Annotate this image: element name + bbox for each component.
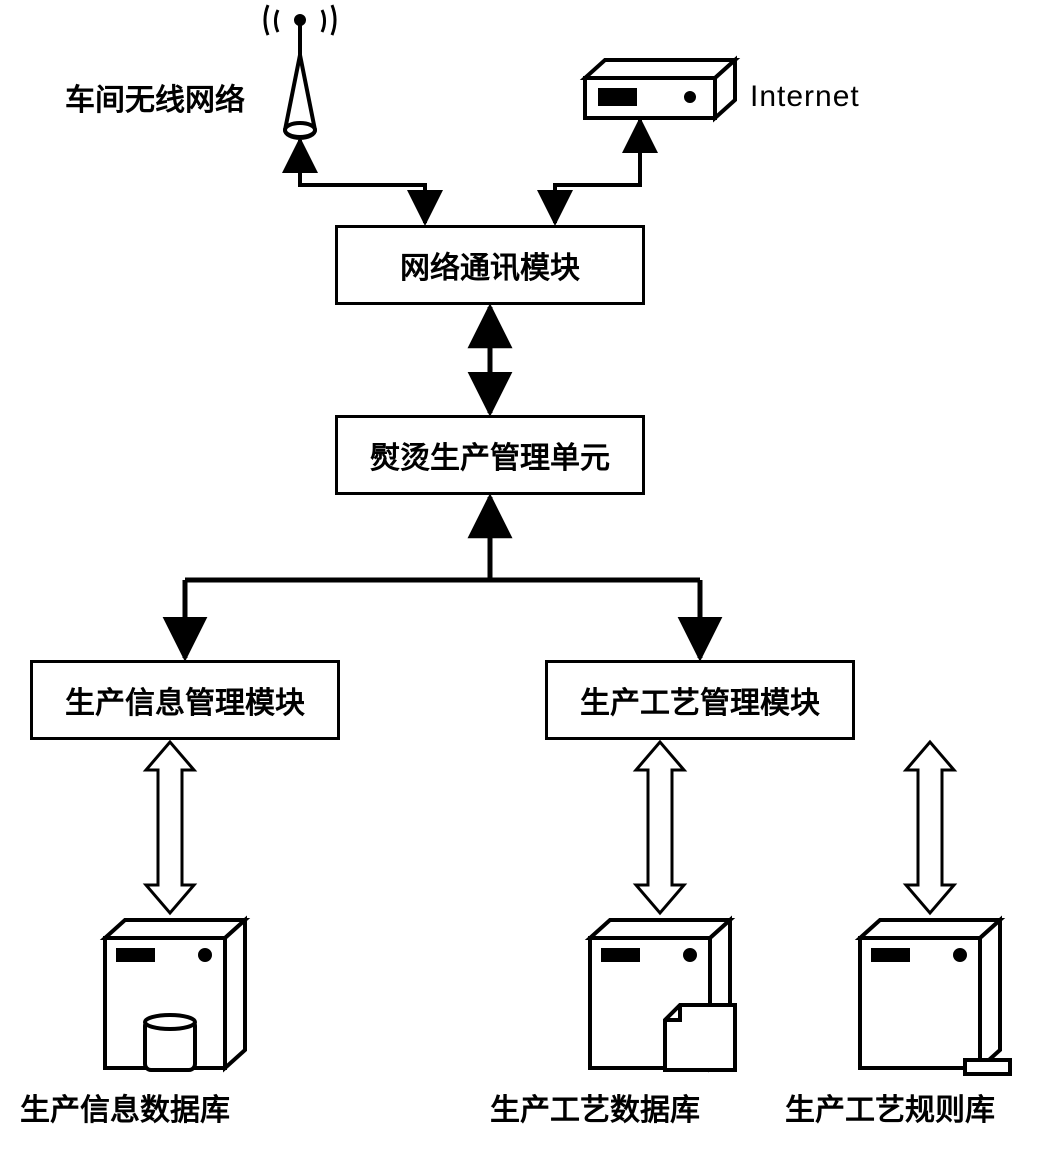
production-process-rules-label: 生产工艺规则库 [785, 1085, 995, 1129]
server-icon-2 [590, 920, 735, 1070]
production-process-db-label: 生产工艺数据库 [490, 1085, 700, 1129]
hollow-arrow-3 [906, 742, 954, 913]
router-icon [585, 60, 735, 118]
production-info-mgmt-text: 生产信息管理模块 [65, 678, 305, 722]
diagram-canvas: 车间无线网络 Internet 网络通讯模块 熨烫生产管理单元 生产信息管理模块… [0, 0, 1063, 1151]
production-process-mgmt-box: 生产工艺管理模块 [545, 660, 855, 740]
production-mgmt-unit-text: 熨烫生产管理单元 [370, 433, 610, 477]
antenna-icon [265, 5, 335, 138]
internet-label: Internet [750, 80, 860, 114]
production-info-mgmt-box: 生产信息管理模块 [30, 660, 340, 740]
production-mgmt-unit-box: 熨烫生产管理单元 [335, 415, 645, 495]
network-comm-module-box: 网络通讯模块 [335, 225, 645, 305]
production-info-db-label: 生产信息数据库 [20, 1085, 230, 1129]
hollow-arrow-1 [146, 742, 194, 913]
server-icon-3 [860, 920, 1010, 1074]
network-comm-module-text: 网络通讯模块 [400, 243, 580, 287]
connector-layer [0, 0, 1063, 1151]
wireless-network-label: 车间无线网络 [65, 75, 245, 119]
production-process-mgmt-text: 生产工艺管理模块 [580, 678, 820, 722]
server-icon-1 [105, 920, 245, 1070]
hollow-arrow-2 [636, 742, 684, 913]
